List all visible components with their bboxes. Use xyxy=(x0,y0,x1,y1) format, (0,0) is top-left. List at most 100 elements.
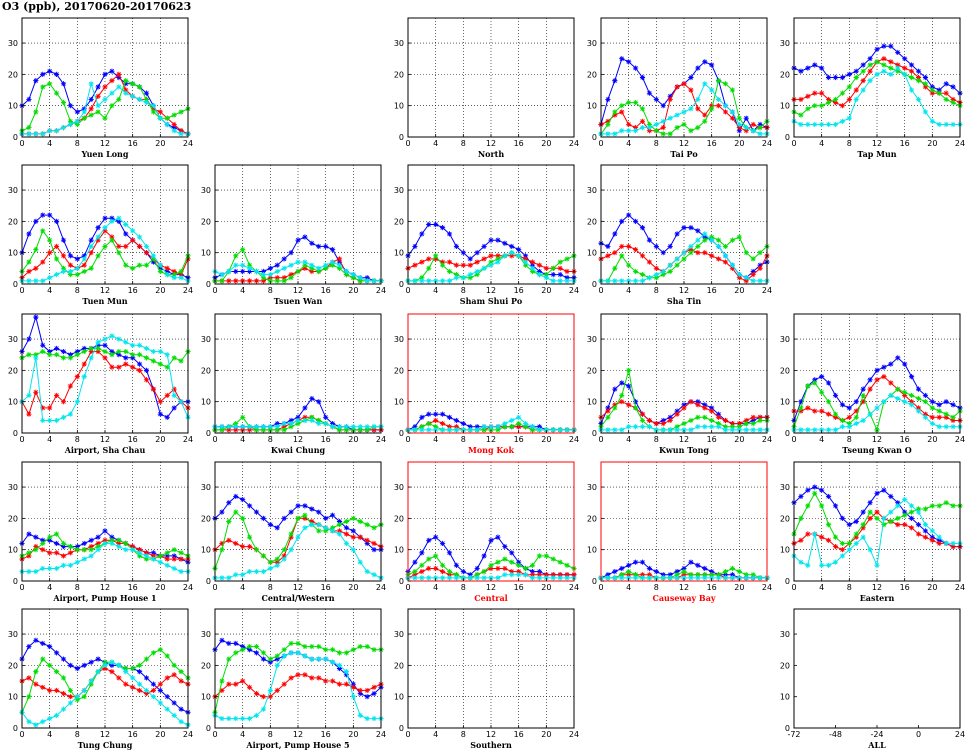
plot-frame xyxy=(600,461,768,582)
data-point xyxy=(47,128,53,134)
data-point xyxy=(26,569,32,575)
data-point xyxy=(81,662,87,668)
data-point xyxy=(302,515,308,521)
data-point xyxy=(53,272,60,278)
data-point xyxy=(881,522,887,528)
y-tick-label: 30 xyxy=(8,39,18,48)
data-point xyxy=(171,128,177,134)
data-point xyxy=(246,643,253,650)
data-point xyxy=(150,259,157,265)
data-point xyxy=(316,522,322,528)
data-point xyxy=(674,575,680,581)
data-point xyxy=(336,665,343,672)
data-point xyxy=(702,234,708,240)
data-point xyxy=(364,540,370,547)
data-point xyxy=(102,659,108,665)
data-point xyxy=(267,424,273,430)
data-point xyxy=(632,268,639,275)
data-point xyxy=(543,575,549,581)
data-point xyxy=(605,118,611,124)
data-point xyxy=(550,265,556,271)
y-tick-label: 0 xyxy=(399,724,404,733)
data-point xyxy=(715,414,722,420)
x-tick-label: 20 xyxy=(541,286,551,295)
data-point xyxy=(695,125,701,131)
data-point xyxy=(281,256,287,262)
data-point xyxy=(860,386,866,392)
x-tick-label: 24 xyxy=(569,286,579,295)
data-point xyxy=(688,87,694,93)
data-point xyxy=(467,262,473,268)
x-tick-label: 12 xyxy=(293,435,303,444)
data-point xyxy=(695,402,701,408)
data-point xyxy=(260,424,267,430)
y-tick-label: 20 xyxy=(394,70,404,79)
data-point xyxy=(743,275,749,281)
data-point xyxy=(908,87,915,93)
data-point xyxy=(653,121,659,128)
data-point xyxy=(309,518,315,525)
x-tick-label: 16 xyxy=(900,435,910,444)
data-point xyxy=(936,90,942,96)
data-point xyxy=(488,262,494,268)
data-point xyxy=(709,234,715,240)
data-point xyxy=(874,46,880,52)
data-point xyxy=(474,268,480,275)
data-point xyxy=(950,402,956,408)
data-point xyxy=(722,259,729,265)
data-point xyxy=(143,345,150,352)
data-point xyxy=(123,665,129,672)
data-point xyxy=(246,424,253,430)
data-point xyxy=(453,427,460,433)
data-point xyxy=(136,669,143,675)
data-point xyxy=(302,417,308,424)
data-point xyxy=(260,427,267,433)
data-point xyxy=(109,68,115,74)
data-point xyxy=(88,96,94,103)
data-point xyxy=(164,268,170,275)
data-point xyxy=(874,377,880,383)
data-point xyxy=(67,121,74,128)
data-point xyxy=(612,569,618,575)
y-tick-label: 0 xyxy=(592,577,597,586)
data-point xyxy=(522,259,529,265)
data-point xyxy=(812,380,818,386)
data-point xyxy=(350,528,356,534)
x-tick-label: 8 xyxy=(654,139,659,148)
data-point xyxy=(915,531,922,537)
data-point xyxy=(550,575,556,581)
data-point xyxy=(529,262,536,268)
data-point xyxy=(309,506,315,512)
data-point xyxy=(350,681,356,687)
data-point xyxy=(915,405,922,411)
data-point xyxy=(605,243,611,250)
data-point xyxy=(226,424,232,430)
y-tick-label: 10 xyxy=(587,102,597,111)
x-tick-label: 12 xyxy=(486,583,496,592)
data-point xyxy=(40,417,46,424)
x-tick-label: 20 xyxy=(348,286,358,295)
data-point xyxy=(798,68,804,74)
data-point xyxy=(164,392,170,399)
data-point xyxy=(102,96,108,103)
data-point xyxy=(81,361,87,367)
data-point xyxy=(943,500,949,506)
data-point xyxy=(350,272,356,278)
data-point xyxy=(529,427,536,433)
data-point xyxy=(688,417,694,424)
data-point xyxy=(529,424,536,430)
data-point xyxy=(81,547,87,553)
y-tick-label: 30 xyxy=(394,186,404,195)
data-point xyxy=(102,342,108,348)
data-point xyxy=(150,358,157,364)
data-point xyxy=(371,525,377,531)
y-tick-label: 20 xyxy=(8,217,18,226)
data-point xyxy=(750,278,756,284)
data-point xyxy=(660,250,666,256)
data-point xyxy=(150,256,157,262)
data-point xyxy=(646,565,653,572)
data-point xyxy=(67,103,74,109)
data-point xyxy=(516,572,522,578)
data-point xyxy=(240,246,246,253)
